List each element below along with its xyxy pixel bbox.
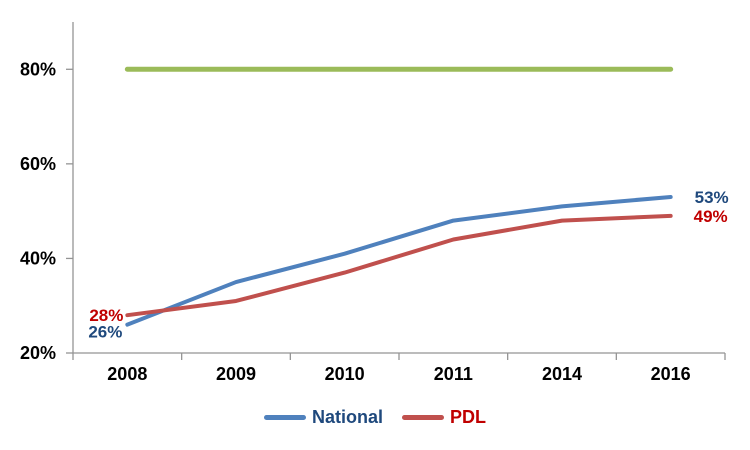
- x-tick-label: 2016: [651, 364, 691, 384]
- legend-item-national: National: [263, 406, 383, 428]
- national-line-swatch: [263, 414, 306, 420]
- series-line-pdl: [125, 213, 673, 318]
- legend-label-pdl: PDL: [450, 407, 486, 427]
- y-tick-label: 20%: [20, 343, 56, 363]
- series-line-national: [125, 194, 673, 327]
- x-tick-label: 2011: [434, 364, 473, 384]
- x-tick-label: 2014: [542, 364, 582, 384]
- y-tick-label: 60%: [20, 154, 56, 174]
- data-label-pdl-last: 49%: [694, 207, 728, 226]
- legend-item-pdl: PDL: [402, 406, 486, 428]
- y-tick-label: 40%: [20, 248, 56, 268]
- legend: National PDL: [0, 406, 750, 428]
- data-label-pdl-first: 28%: [89, 306, 123, 325]
- pdl-line-swatch: [402, 414, 444, 420]
- x-tick-label: 2009: [216, 364, 256, 384]
- data-label-national-first: 26%: [88, 323, 122, 342]
- y-tick-label: 80%: [20, 59, 56, 79]
- x-tick-label: 2008: [107, 364, 147, 384]
- legend-label-national: National: [311, 407, 383, 427]
- x-tick-label: 2010: [325, 364, 365, 384]
- data-label-national-last: 53%: [695, 188, 729, 207]
